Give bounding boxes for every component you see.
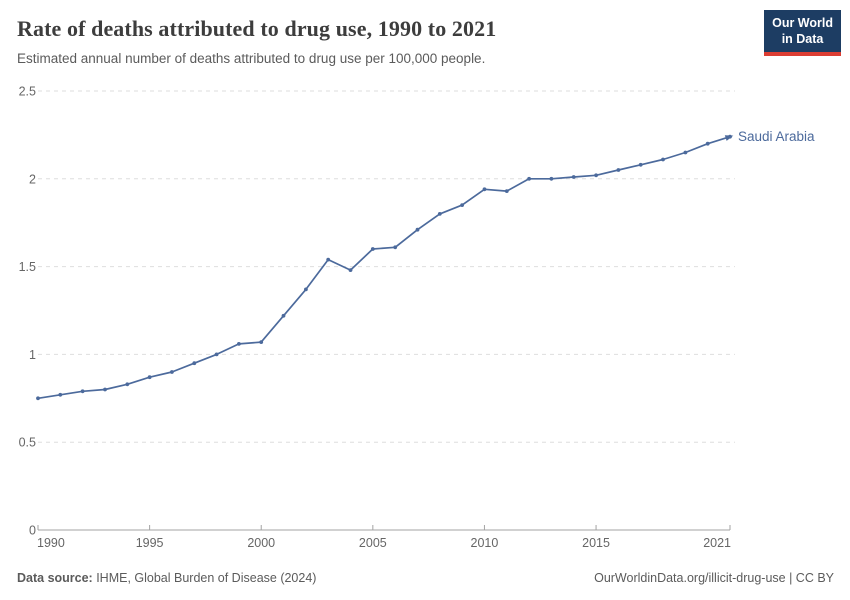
series-label-saudi-arabia: Saudi Arabia xyxy=(738,129,815,144)
x-tick-label: 2015 xyxy=(582,536,610,550)
data-point[interactable] xyxy=(58,392,63,397)
data-point[interactable] xyxy=(571,175,576,179)
data-point[interactable] xyxy=(705,141,710,146)
logo-text-line2: in Data xyxy=(781,31,824,46)
chart-footer: Data source: IHME, Global Burden of Dise… xyxy=(17,571,834,585)
attribution-link[interactable]: OurWorldinData.org/illicit-drug-use | CC… xyxy=(594,571,834,585)
x-tick-label: 2000 xyxy=(247,536,275,550)
data-point[interactable] xyxy=(594,173,598,178)
data-point[interactable] xyxy=(36,396,40,401)
data-point[interactable] xyxy=(259,340,264,344)
data-point[interactable] xyxy=(304,287,308,292)
data-source-label: Data source: xyxy=(17,571,93,585)
data-point[interactable] xyxy=(103,387,107,392)
owid-logo[interactable]: Our World in Data xyxy=(764,10,841,57)
data-point[interactable] xyxy=(460,203,464,208)
data-point[interactable] xyxy=(504,189,509,194)
x-tick-label: 1995 xyxy=(136,536,164,550)
x-tick-label: 1990 xyxy=(37,536,65,550)
y-tick-label: 2 xyxy=(29,172,36,186)
data-point[interactable] xyxy=(683,150,688,155)
data-point[interactable] xyxy=(214,352,219,357)
x-tick-label: 2005 xyxy=(359,536,387,550)
page-title: Rate of deaths attributed to drug use, 1… xyxy=(17,16,497,41)
y-tick-label: 1.5 xyxy=(19,260,36,274)
data-point[interactable] xyxy=(616,168,621,172)
data-point[interactable] xyxy=(147,375,152,380)
y-tick-label: 2.5 xyxy=(19,85,36,99)
data-point[interactable] xyxy=(125,382,130,387)
data-point[interactable] xyxy=(393,245,398,250)
data-point[interactable] xyxy=(170,370,174,374)
y-tick-label: 1 xyxy=(29,348,36,362)
data-source-value: IHME, Global Burden of Disease (2024) xyxy=(92,571,317,585)
x-tick-label: 2021 xyxy=(703,536,731,550)
data-point[interactable] xyxy=(549,176,554,181)
data-point[interactable] xyxy=(281,313,286,318)
data-point[interactable] xyxy=(482,187,487,192)
data-point[interactable] xyxy=(80,389,85,394)
data-point[interactable] xyxy=(661,157,665,162)
data-point[interactable] xyxy=(237,342,241,346)
data-point[interactable] xyxy=(415,227,420,232)
data-point[interactable] xyxy=(527,176,531,181)
y-tick-label: 0 xyxy=(29,524,36,538)
data-point[interactable] xyxy=(192,361,197,366)
chart-subtitle: Estimated annual number of deaths attrib… xyxy=(17,51,486,66)
data-point[interactable] xyxy=(370,247,375,251)
data-point[interactable] xyxy=(348,268,353,272)
logo-text-line1: Our World xyxy=(772,16,833,30)
data-point[interactable] xyxy=(326,257,331,262)
series-line-saudi-arabia[interactable] xyxy=(37,135,731,400)
data-point[interactable] xyxy=(638,162,643,167)
data-point[interactable] xyxy=(437,212,442,216)
line-end-arrow xyxy=(724,135,734,141)
x-tick-label: 2010 xyxy=(471,536,499,550)
data-source: Data source: IHME, Global Burden of Dise… xyxy=(17,571,316,585)
y-tick-label: 0.5 xyxy=(19,436,36,450)
